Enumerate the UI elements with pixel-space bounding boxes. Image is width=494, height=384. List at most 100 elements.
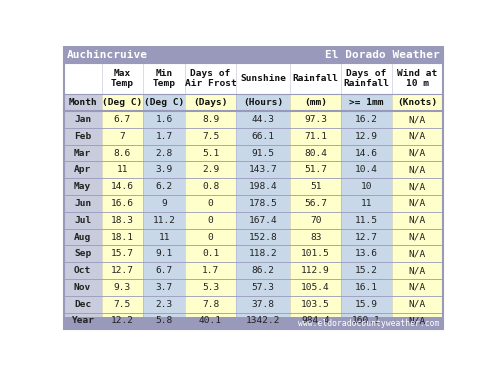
Text: Feb: Feb	[74, 132, 91, 141]
Text: 118.2: 118.2	[248, 249, 278, 258]
Bar	[64, 178, 102, 195]
Text: 6.7: 6.7	[156, 266, 173, 275]
Text: Sep: Sep	[74, 249, 91, 258]
Bar	[236, 94, 290, 111]
Bar	[143, 111, 185, 128]
Text: 0.8: 0.8	[202, 182, 219, 191]
Bar	[392, 212, 443, 228]
Bar	[102, 313, 143, 329]
Bar	[341, 212, 392, 228]
Text: Days of
Rainfall: Days of Rainfall	[343, 69, 389, 88]
Bar	[290, 111, 341, 128]
Text: Dec: Dec	[74, 300, 91, 309]
Bar	[236, 63, 290, 94]
Text: 51: 51	[310, 182, 322, 191]
Bar	[341, 128, 392, 145]
Bar	[64, 145, 102, 162]
Bar	[392, 94, 443, 111]
Text: 57.3: 57.3	[251, 283, 275, 292]
Bar	[143, 296, 185, 313]
Text: 18.3: 18.3	[111, 216, 134, 225]
Bar	[290, 178, 341, 195]
Bar	[392, 162, 443, 178]
Text: Jul: Jul	[74, 216, 91, 225]
Text: 91.5: 91.5	[251, 149, 275, 157]
Bar	[392, 195, 443, 212]
Text: N/A: N/A	[409, 149, 426, 157]
Text: 40.1: 40.1	[199, 316, 222, 326]
Text: Days of
Air Frost: Days of Air Frost	[185, 69, 237, 88]
Text: 1.6: 1.6	[156, 115, 173, 124]
Bar	[341, 313, 392, 329]
Text: 152.8: 152.8	[248, 233, 278, 242]
Text: Jan: Jan	[74, 115, 91, 124]
Text: 15.7: 15.7	[111, 249, 134, 258]
Text: Rainfall: Rainfall	[292, 74, 338, 83]
Bar	[64, 212, 102, 228]
Text: Month: Month	[68, 98, 97, 107]
Text: Aug: Aug	[74, 233, 91, 242]
Bar	[102, 262, 143, 279]
Text: 7: 7	[120, 132, 125, 141]
Bar	[236, 228, 290, 245]
Text: 66.1: 66.1	[251, 132, 275, 141]
Bar	[185, 262, 236, 279]
Text: 80.4: 80.4	[304, 149, 327, 157]
Text: 1342.2: 1342.2	[246, 316, 280, 326]
Bar	[185, 94, 236, 111]
Bar	[236, 313, 290, 329]
Text: El Dorado Weather: El Dorado Weather	[325, 50, 440, 60]
Bar	[143, 195, 185, 212]
Text: 86.2: 86.2	[251, 266, 275, 275]
Text: 11.5: 11.5	[355, 216, 378, 225]
Text: May: May	[74, 182, 91, 191]
Bar	[64, 317, 443, 329]
Text: (Deg C): (Deg C)	[144, 98, 184, 107]
Text: 83: 83	[310, 233, 322, 242]
Bar	[143, 128, 185, 145]
Text: 2.8: 2.8	[156, 149, 173, 157]
Bar	[236, 296, 290, 313]
Bar	[341, 178, 392, 195]
Text: Sunshine: Sunshine	[240, 74, 286, 83]
Text: 12.9: 12.9	[355, 132, 378, 141]
Bar	[185, 63, 236, 94]
Bar	[102, 128, 143, 145]
Bar	[290, 63, 341, 94]
Bar	[64, 262, 102, 279]
Text: 16.2: 16.2	[355, 115, 378, 124]
Bar	[341, 94, 392, 111]
Bar	[102, 296, 143, 313]
Text: N/A: N/A	[409, 300, 426, 309]
Bar	[236, 162, 290, 178]
Text: N/A: N/A	[409, 166, 426, 174]
Text: 2.9: 2.9	[202, 166, 219, 174]
Text: 14.6: 14.6	[355, 149, 378, 157]
Bar	[392, 228, 443, 245]
Text: 70: 70	[310, 216, 322, 225]
Text: (Deg C): (Deg C)	[102, 98, 143, 107]
Text: 14.6: 14.6	[111, 182, 134, 191]
Bar	[290, 245, 341, 262]
Text: 0: 0	[207, 233, 213, 242]
Bar	[392, 145, 443, 162]
Bar	[341, 296, 392, 313]
Text: N/A: N/A	[409, 132, 426, 141]
Text: 2.3: 2.3	[156, 300, 173, 309]
Bar	[64, 228, 102, 245]
Bar	[341, 279, 392, 296]
Bar	[143, 245, 185, 262]
Text: Nov: Nov	[74, 283, 91, 292]
Bar	[290, 128, 341, 145]
Text: 105.4: 105.4	[301, 283, 330, 292]
Text: (mm): (mm)	[304, 98, 327, 107]
Bar	[102, 162, 143, 178]
Text: 3.7: 3.7	[156, 283, 173, 292]
Bar	[236, 178, 290, 195]
Bar	[392, 178, 443, 195]
Bar	[341, 111, 392, 128]
Text: N/A: N/A	[409, 182, 426, 191]
Bar	[236, 245, 290, 262]
Bar	[185, 128, 236, 145]
Text: (Knots): (Knots)	[397, 98, 437, 107]
